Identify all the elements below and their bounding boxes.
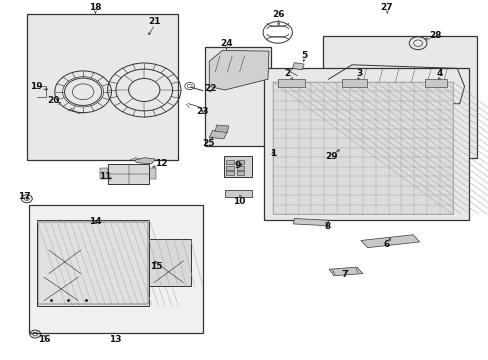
Bar xyxy=(226,171,233,175)
Bar xyxy=(237,160,244,164)
Text: 6: 6 xyxy=(383,240,388,249)
Text: 7: 7 xyxy=(341,270,347,279)
Bar xyxy=(226,160,233,164)
Bar xyxy=(264,68,468,220)
Bar xyxy=(38,222,147,304)
Bar xyxy=(272,82,452,214)
Bar xyxy=(425,79,447,87)
Polygon shape xyxy=(293,219,328,226)
Text: 26: 26 xyxy=(272,10,285,19)
Bar xyxy=(277,79,304,87)
Text: 19: 19 xyxy=(30,82,43,91)
Polygon shape xyxy=(328,267,362,276)
Polygon shape xyxy=(209,50,268,90)
Text: 23: 23 xyxy=(196,107,209,116)
Polygon shape xyxy=(149,168,156,179)
Text: 24: 24 xyxy=(220,39,232,48)
Polygon shape xyxy=(100,168,107,179)
Text: 10: 10 xyxy=(233,197,245,206)
Text: 2: 2 xyxy=(284,69,290,78)
Polygon shape xyxy=(292,63,304,70)
Text: 17: 17 xyxy=(18,192,31,201)
Bar xyxy=(342,79,366,87)
Text: 18: 18 xyxy=(89,3,102,12)
Text: 27: 27 xyxy=(379,3,392,12)
Text: 16: 16 xyxy=(38,335,50,343)
Bar xyxy=(237,166,244,170)
Text: 8: 8 xyxy=(324,222,330,231)
Text: 14: 14 xyxy=(89,217,102,226)
Text: 3: 3 xyxy=(356,69,362,78)
Text: 29: 29 xyxy=(325,152,337,161)
Text: 25: 25 xyxy=(202,139,214,148)
Bar xyxy=(37,220,149,306)
Text: 1: 1 xyxy=(269,149,275,158)
Bar xyxy=(27,14,178,160)
Bar xyxy=(322,36,476,158)
Text: 22: 22 xyxy=(203,84,216,93)
Text: 9: 9 xyxy=(234,161,241,170)
Bar xyxy=(149,239,190,286)
Bar xyxy=(226,166,233,170)
Polygon shape xyxy=(360,235,419,248)
Text: 4: 4 xyxy=(436,69,443,78)
Text: 11: 11 xyxy=(99,172,111,181)
Bar xyxy=(29,205,203,333)
Text: 20: 20 xyxy=(47,96,60,105)
Text: 28: 28 xyxy=(428,31,441,40)
Bar xyxy=(205,47,271,146)
Bar xyxy=(107,164,149,184)
Bar xyxy=(237,171,244,175)
Text: 5: 5 xyxy=(301,51,306,60)
Text: 13: 13 xyxy=(108,335,121,343)
Text: 12: 12 xyxy=(155,159,167,168)
Bar xyxy=(224,156,252,177)
Text: 21: 21 xyxy=(147,17,160,26)
Polygon shape xyxy=(134,158,155,164)
Bar xyxy=(224,190,251,197)
Polygon shape xyxy=(215,125,228,132)
Text: 15: 15 xyxy=(150,262,163,271)
Polygon shape xyxy=(209,130,227,139)
